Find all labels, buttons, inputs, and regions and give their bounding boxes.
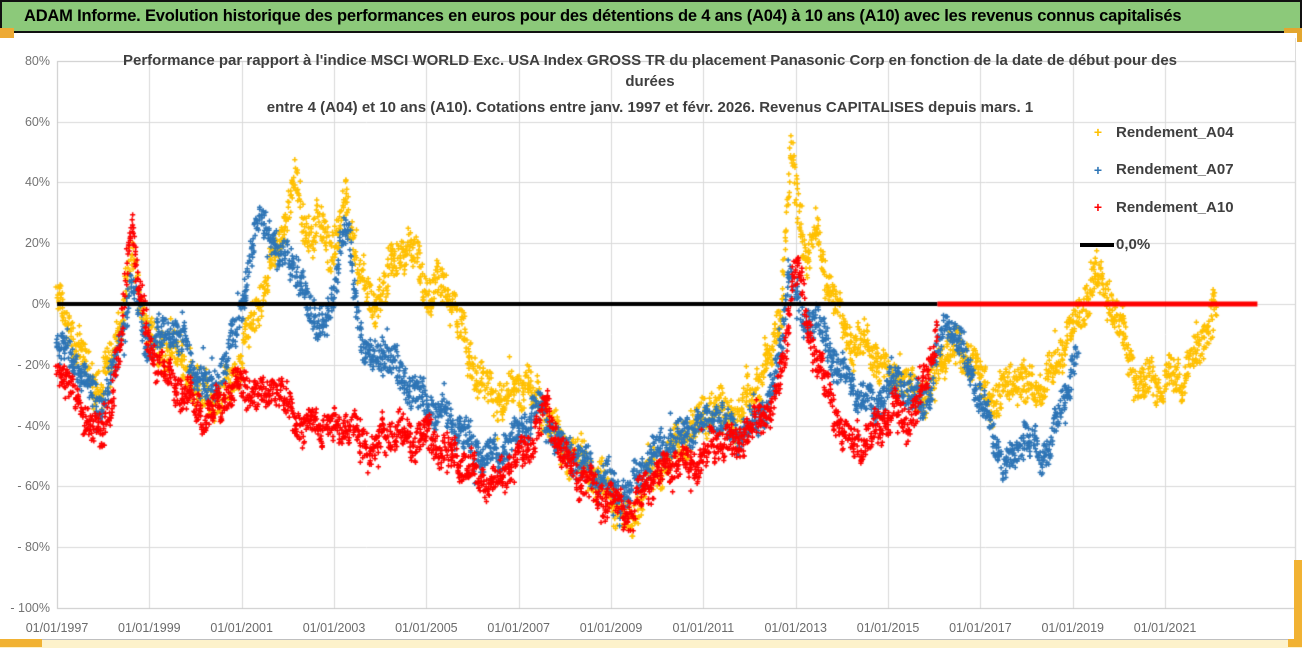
x-axis-tick-label: 01/01/2001 — [210, 621, 273, 635]
legend-item-rendement-a07: + Rendement_A07 — [1080, 160, 1234, 180]
x-axis-tick-label: 01/01/2011 — [672, 621, 735, 635]
x-axis-tick-label: 01/01/2009 — [579, 621, 643, 635]
y-axis-tick-label: - 80% — [17, 540, 50, 555]
y-axis-tick-label: - 100% — [10, 601, 50, 615]
x-axis-tick-label: 01/01/1997 — [25, 621, 89, 635]
y-axis-tick-label: - 40% — [17, 418, 50, 433]
plus-marker-icon: + — [1093, 124, 1103, 140]
gold-corner-top-right — [1284, 28, 1302, 42]
x-axis-tick-label: 01/01/2021 — [1133, 621, 1197, 635]
report-title-banner: ADAM Informe. Evolution historique des p… — [0, 0, 1302, 33]
gold-corner-bottom-left — [0, 639, 42, 647]
chart-right-border — [1295, 38, 1296, 640]
plus-marker-icon: + — [1093, 199, 1103, 215]
x-axis-tick-label: 01/01/2013 — [764, 621, 827, 635]
gold-strip-right — [1294, 560, 1302, 640]
x-axis-tick-label: 01/01/2017 — [949, 621, 1012, 635]
x-axis-tick-label: 01/01/2003 — [302, 621, 366, 635]
legend-label: 0,0% — [1116, 236, 1151, 253]
gold-corner-bottom-right — [1288, 639, 1302, 647]
y-axis-tick-label: 80% — [24, 53, 50, 68]
legend-item-rendement-a04: + Rendement_A04 — [1080, 122, 1234, 142]
report-title: ADAM Informe. Evolution historique des p… — [24, 7, 1182, 25]
legend-item-0-0-: 0,0% — [1080, 235, 1150, 255]
chart-title-line3: entre 4 (A04) et 10 ans (A10). Cotations… — [266, 99, 1034, 116]
x-axis-tick-label: 01/01/2019 — [1041, 621, 1105, 635]
y-axis-tick-label: 60% — [24, 114, 50, 129]
x-axis-tick-label: 01/01/2005 — [395, 621, 458, 635]
gold-corner-top-left — [0, 28, 14, 38]
y-axis-tick-label: - 20% — [17, 357, 50, 372]
legend-label: Rendement_A10 — [1116, 198, 1234, 216]
bottom-strip — [0, 639, 1302, 648]
y-axis-tick-label: 40% — [24, 175, 50, 190]
chart-title-line2: durées — [625, 73, 675, 90]
y-axis-tick-label: - 60% — [17, 479, 50, 494]
chart-title-line1: Performance par rapport à l'indice MSCI … — [122, 52, 1178, 69]
legend-label: Rendement_A04 — [1116, 123, 1234, 141]
plus-marker-icon: + — [1093, 161, 1103, 178]
y-axis-tick-label: 0% — [31, 297, 50, 311]
y-axis-tick-label: 20% — [24, 236, 50, 251]
chart-title: Performance par rapport à l'indice MSCI … — [120, 50, 1180, 118]
legend-item-rendement-a10: + Rendement_A10 — [1080, 197, 1234, 217]
x-axis-tick-label: 01/01/1999 — [118, 621, 181, 635]
line-marker-icon — [1080, 242, 1114, 247]
x-axis-tick-label: 01/01/2007 — [487, 621, 550, 635]
legend-label: Rendement_A07 — [1116, 161, 1234, 178]
x-axis-tick-label: 01/01/2015 — [856, 621, 920, 635]
